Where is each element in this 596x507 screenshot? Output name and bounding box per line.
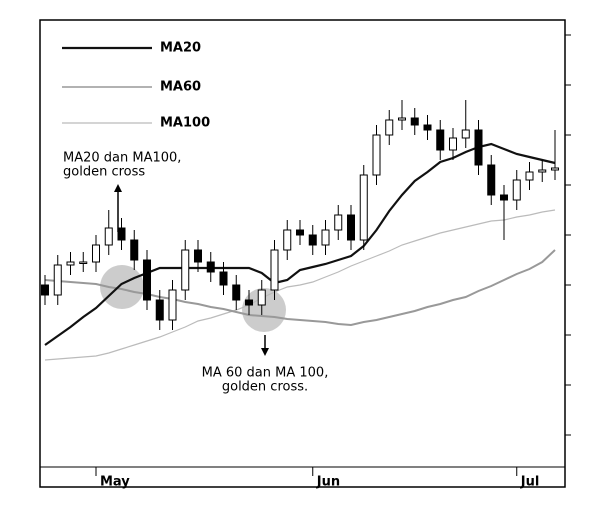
- candle-body: [550, 167, 560, 171]
- candle-body: [487, 164, 496, 196]
- candle-body: [283, 229, 292, 251]
- candle-body: [334, 214, 343, 231]
- candle-body: [385, 119, 394, 136]
- x-tick-label: May: [100, 475, 130, 490]
- candle-body: [321, 229, 330, 246]
- ma-line: [44, 209, 556, 361]
- candle-body: [270, 249, 279, 291]
- legend-label: MA100: [160, 116, 210, 131]
- annotation: MA 60 dan MA 100,: [202, 366, 329, 381]
- candle-body: [423, 124, 432, 131]
- candle-body: [181, 249, 190, 291]
- legend-label: MA20: [160, 41, 201, 56]
- candle-body: [525, 171, 534, 181]
- annotation: golden cross.: [222, 380, 308, 395]
- candle-body: [257, 289, 266, 306]
- arrow-head: [114, 184, 122, 192]
- candle-body: [206, 261, 215, 273]
- annotation: golden cross: [63, 165, 145, 180]
- ma-line: [44, 142, 556, 346]
- candle-body: [142, 259, 152, 301]
- candle-body: [91, 244, 101, 263]
- candle-body: [359, 174, 368, 241]
- candle-body: [410, 117, 419, 126]
- candle-body: [397, 117, 407, 121]
- ma-line: [44, 249, 556, 327]
- candle-body: [346, 214, 356, 241]
- candle-body: [219, 271, 228, 286]
- candle-body: [232, 284, 241, 301]
- candle-body: [193, 249, 203, 263]
- frame: [39, 19, 566, 488]
- candle-body: [53, 264, 62, 296]
- candle-body: [474, 129, 483, 166]
- candle-body: [244, 299, 254, 306]
- cross-marker: [100, 265, 144, 309]
- candle-body: [40, 284, 50, 296]
- candle-body: [104, 227, 113, 246]
- candle-body: [436, 129, 445, 151]
- candle-body: [372, 134, 381, 176]
- x-tick-label: Jul: [520, 475, 540, 490]
- legend-label: MA60: [160, 80, 201, 95]
- candle-body: [117, 227, 126, 241]
- candle-body: [155, 299, 164, 321]
- candle-body: [130, 239, 139, 261]
- candle-body: [448, 137, 458, 151]
- candle-body: [538, 169, 547, 173]
- candle-body: [512, 179, 521, 201]
- candle-body: [168, 289, 177, 321]
- arrow-head: [261, 348, 269, 356]
- x-tick-label: Jun: [316, 475, 340, 490]
- annotation: MA20 dan MA100,: [63, 151, 181, 166]
- candle-body: [308, 234, 317, 246]
- candle-body: [66, 261, 75, 266]
- candle-body: [295, 229, 305, 236]
- candle-body: [79, 261, 88, 264]
- candle-body: [461, 129, 470, 139]
- candle-body: [499, 194, 509, 201]
